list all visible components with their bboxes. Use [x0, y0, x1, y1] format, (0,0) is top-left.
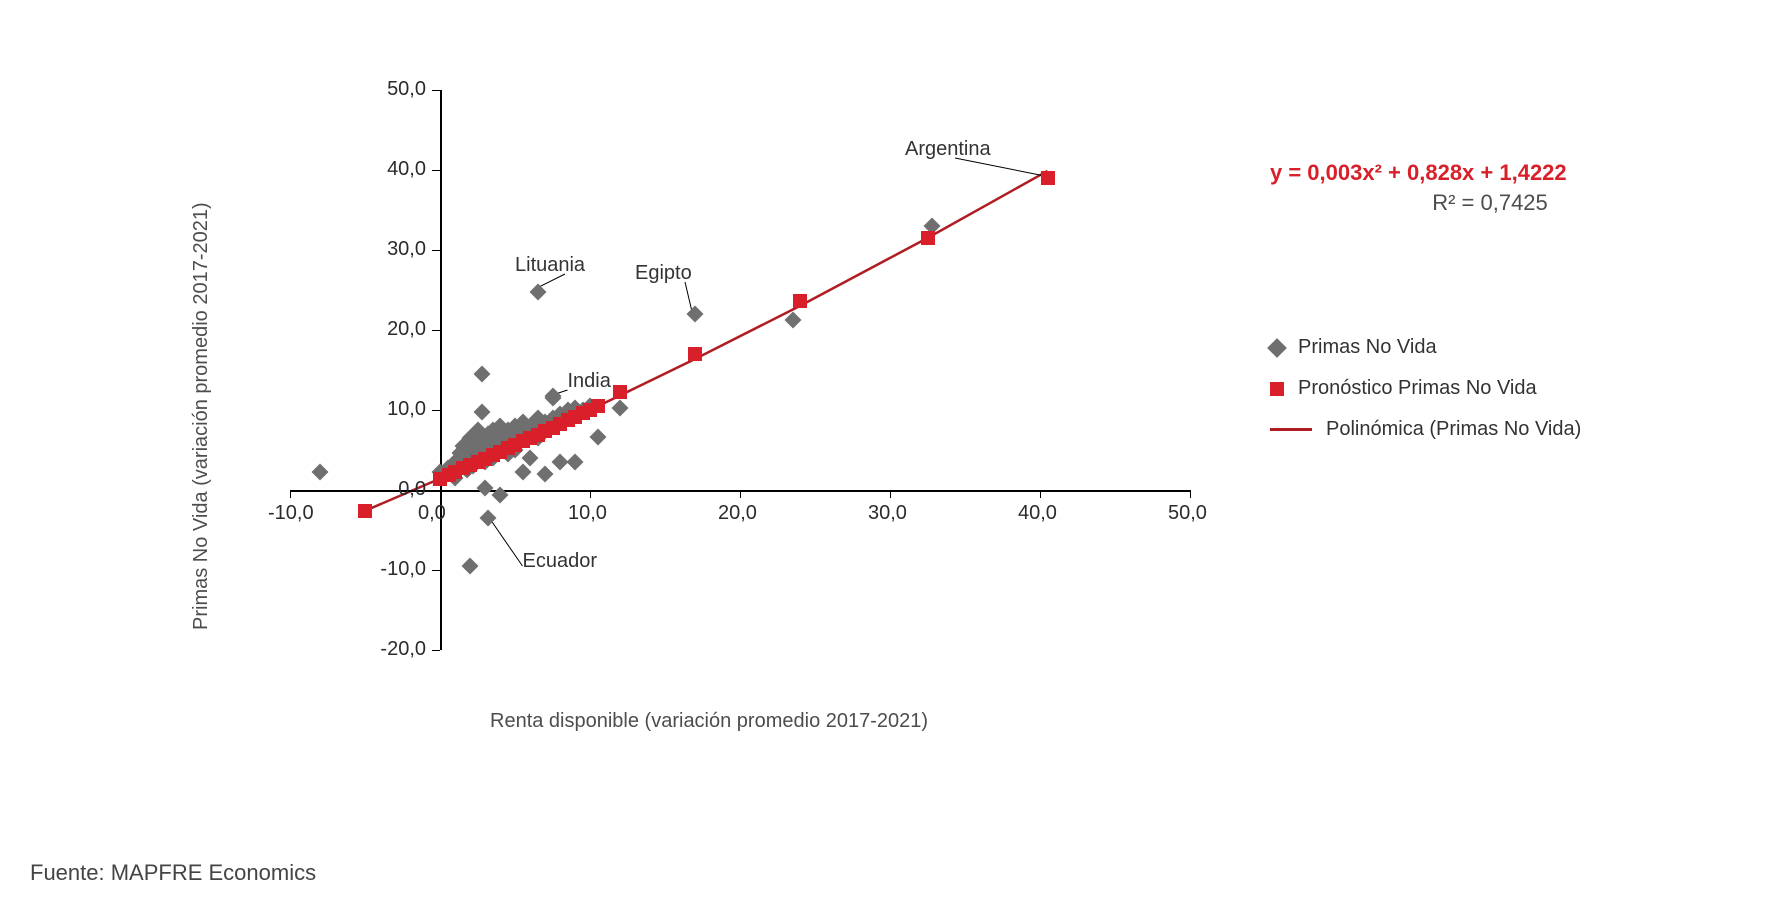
legend-item: Primas No Vida	[1270, 336, 1710, 359]
y-axis-title: Primas No Vida (variación promedio 2017-…	[190, 202, 213, 630]
scatter-point	[477, 479, 494, 496]
annotation-label: India	[568, 370, 611, 393]
y-tick	[432, 410, 440, 411]
forecast-point	[1041, 171, 1055, 185]
y-tick	[432, 650, 440, 651]
forecast-point	[591, 399, 605, 413]
scatter-point	[529, 283, 546, 300]
annotation-leader	[491, 520, 523, 566]
x-tick	[290, 490, 291, 498]
y-tick	[432, 90, 440, 91]
y-tick-label: 20,0	[387, 318, 426, 341]
y-tick-label: 0,0	[398, 478, 426, 501]
y-tick-label: 10,0	[387, 398, 426, 421]
forecast-point	[613, 385, 627, 399]
scatter-point	[544, 387, 561, 404]
source-caption: Fuente: MAPFRE Economics	[30, 860, 316, 886]
scatter-point	[784, 311, 801, 328]
x-tick	[590, 490, 591, 498]
chart-area: Primas No Vida (variación promedio 2017-…	[170, 50, 1270, 750]
x-tick	[890, 490, 891, 498]
x-tick-label: 40,0	[1018, 502, 1057, 525]
forecast-point	[921, 231, 935, 245]
legend-item: Pronóstico Primas No Vida	[1270, 377, 1710, 400]
y-tick-label: 50,0	[387, 78, 426, 101]
x-tick-label: 10,0	[568, 502, 607, 525]
scatter-point	[312, 463, 329, 480]
legend: Primas No Vida Pronóstico Primas No Vida P…	[1270, 336, 1710, 441]
forecast-point	[358, 504, 372, 518]
y-tick-label: -10,0	[380, 558, 426, 581]
y-tick	[432, 330, 440, 331]
legend-marker-square	[1270, 382, 1284, 396]
y-tick	[432, 250, 440, 251]
legend-marker-diamond	[1267, 338, 1287, 358]
scatter-point	[480, 510, 497, 527]
forecast-point	[688, 347, 702, 361]
x-tick-label: 50,0	[1168, 502, 1207, 525]
scatter-point	[612, 399, 629, 416]
y-axis-line	[440, 90, 442, 650]
annotation-label: Lituania	[515, 254, 585, 277]
y-tick-label: 30,0	[387, 238, 426, 261]
side-panel: y = 0,003x² + 0,828x + 1,4222 R² = 0,742…	[1270, 160, 1710, 459]
y-tick	[432, 490, 440, 491]
scatter-point	[514, 464, 531, 481]
scatter-point	[687, 306, 704, 323]
x-axis-title: Renta disponible (variación promedio 201…	[490, 710, 928, 733]
scatter-point	[567, 454, 584, 471]
legend-marker-line	[1270, 428, 1312, 431]
x-tick	[1190, 490, 1191, 498]
scatter-point	[492, 486, 509, 503]
legend-label: Primas No Vida	[1298, 336, 1437, 359]
x-tick-label: 20,0	[718, 502, 757, 525]
annotation-label: Ecuador	[523, 550, 598, 573]
y-tick	[432, 570, 440, 571]
scatter-point	[474, 403, 491, 420]
legend-item: Polinómica (Primas No Vida)	[1270, 418, 1710, 441]
forecast-point	[793, 294, 807, 308]
r-squared-value: R² = 0,7425	[1270, 190, 1710, 216]
scatter-point	[537, 466, 554, 483]
scatter-point	[474, 366, 491, 383]
scatter-point	[589, 429, 606, 446]
plot-region: -10,00,010,020,030,040,050,0-20,0-10,00,…	[290, 90, 1190, 650]
legend-label: Polinómica (Primas No Vida)	[1326, 418, 1581, 441]
x-tick-label: -10,0	[268, 502, 314, 525]
annotation-label: Egipto	[635, 262, 692, 285]
regression-equation: y = 0,003x² + 0,828x + 1,4222	[1270, 160, 1710, 186]
annotation-leader	[685, 282, 692, 312]
annotation-label: Argentina	[905, 138, 991, 161]
x-tick	[740, 490, 741, 498]
y-tick	[432, 170, 440, 171]
x-tick-label: 0,0	[418, 502, 446, 525]
x-tick	[440, 490, 441, 498]
scatter-point	[462, 558, 479, 575]
y-tick-label: 40,0	[387, 158, 426, 181]
figure-container: Primas No Vida (variación promedio 2017-…	[0, 0, 1770, 916]
x-tick-label: 30,0	[868, 502, 907, 525]
x-tick	[1040, 490, 1041, 498]
y-tick-label: -20,0	[380, 638, 426, 661]
legend-label: Pronóstico Primas No Vida	[1298, 377, 1537, 400]
